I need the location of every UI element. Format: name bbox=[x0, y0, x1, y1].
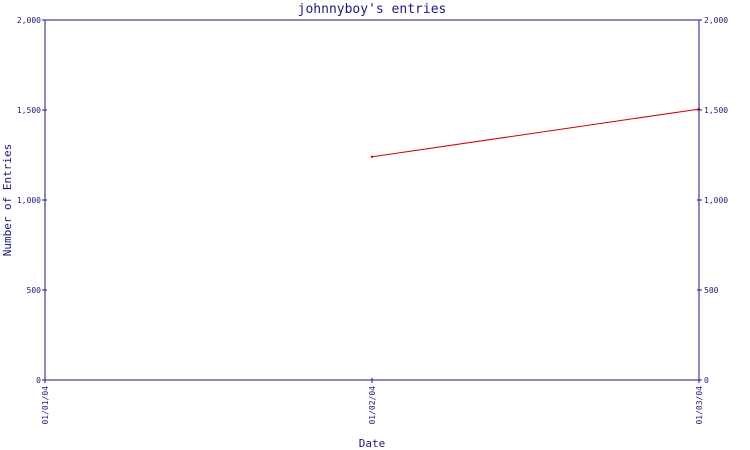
x-tick-label: 01/01/04 bbox=[41, 386, 50, 425]
y-tick-label-right: 2,000 bbox=[704, 16, 728, 25]
data-point bbox=[370, 155, 374, 158]
y-tick-label-left: 500 bbox=[27, 286, 42, 295]
series-layer bbox=[370, 107, 701, 158]
y-tick-label-right: 0 bbox=[704, 376, 709, 385]
x-axis: 01/01/04 01/02/04 01/03/04 bbox=[41, 378, 704, 425]
y-tick-label-left: 1,000 bbox=[17, 196, 41, 205]
y-tick-label-left: 2,000 bbox=[17, 16, 41, 25]
y-axis-right: 0 500 1,000 1,500 2,000 bbox=[697, 16, 728, 385]
y-tick-label-right: 500 bbox=[704, 286, 719, 295]
y-tick-label-left: 0 bbox=[36, 376, 41, 385]
plot-area bbox=[44, 19, 700, 381]
series-line-segment bbox=[371, 108, 700, 158]
y-tick-label-left: 1,500 bbox=[17, 106, 41, 115]
x-tick-label: 01/03/04 bbox=[695, 386, 704, 425]
x-tick-label: 01/02/04 bbox=[368, 386, 377, 425]
y-tick-label-right: 1,500 bbox=[704, 106, 728, 115]
y-axis-title: Number of Entries bbox=[1, 144, 14, 257]
chart-title: johnnyboy's entries bbox=[298, 2, 447, 17]
data-point bbox=[697, 107, 701, 111]
x-axis-title: Date bbox=[359, 437, 386, 450]
y-axis-left: 0 500 1,000 1,500 2,000 bbox=[17, 16, 47, 385]
y-tick-label-right: 1,000 bbox=[704, 196, 728, 205]
